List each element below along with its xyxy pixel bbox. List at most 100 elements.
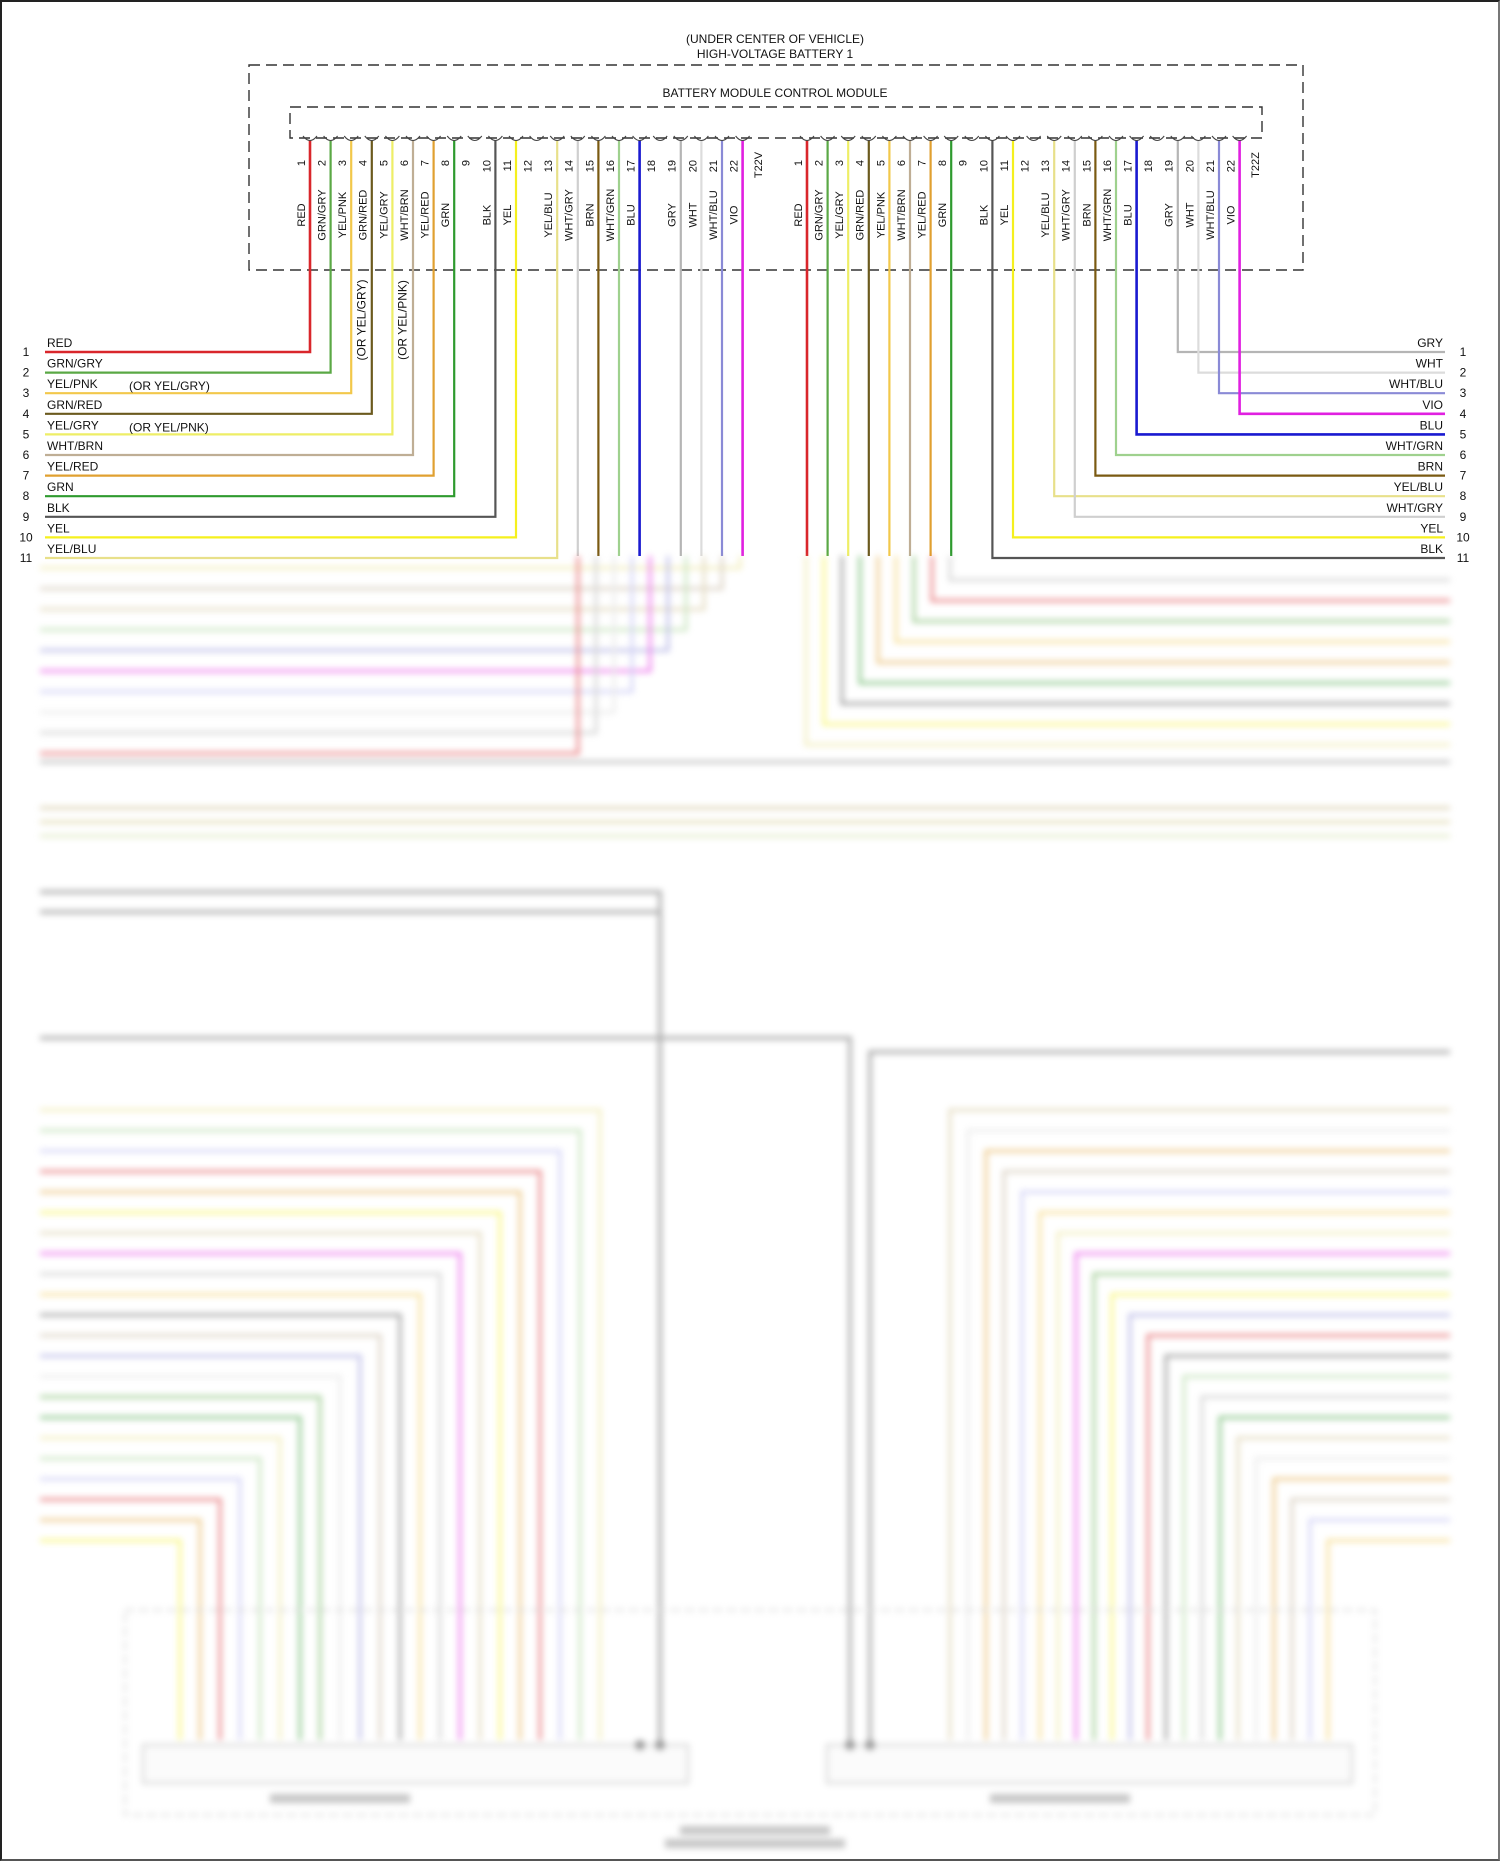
pin-wire-label: YEL/GRY	[378, 191, 390, 239]
pin-number: 20	[1184, 160, 1196, 172]
pin-socket-icon	[323, 135, 339, 142]
pin-socket-icon	[467, 135, 483, 142]
pin-wire-label: BLK	[481, 204, 493, 225]
right-row-wire-label: WHT/GRY	[1387, 501, 1443, 515]
battery-enclosure-outline	[248, 64, 1304, 271]
pin-number: 12	[523, 160, 535, 172]
pin-wire-label: GRN/GRY	[317, 189, 329, 241]
pin-number: 7	[420, 160, 432, 166]
pin-wire-label: WHT/BRN	[399, 189, 411, 240]
pin-number: 15	[1081, 160, 1093, 172]
header: (UNDER CENTER OF VEHICLE) HIGH-VOLTAGE B…	[663, 32, 888, 100]
pin-socket-icon	[652, 135, 668, 142]
pin-number: 18	[646, 160, 658, 172]
right-row-wire-label: YEL	[1420, 521, 1443, 535]
pin-socket-icon	[1067, 135, 1083, 142]
wire-left-row	[45, 140, 394, 436]
pin-socket-icon	[1211, 135, 1227, 142]
wire-left-row	[45, 140, 332, 374]
pin-wire-label: VIO	[1226, 205, 1238, 224]
pin-wire-label: RED	[793, 203, 805, 226]
right-row-number: 9	[1460, 510, 1467, 524]
right-row-wire-label: BLK	[1420, 542, 1443, 556]
pin-socket-icon	[840, 135, 856, 142]
pin-socket-icon	[964, 135, 980, 142]
right-row-wire-label: WHT/BLU	[1389, 377, 1443, 391]
pin-wire-label: YEL/RED	[420, 191, 432, 238]
pin-wire-label: YEL/GRY	[834, 191, 846, 239]
pin-number: 8	[440, 160, 452, 166]
alternate-pin-note: (OR YEL/GRY)	[354, 280, 368, 361]
right-row-number: 1	[1460, 345, 1467, 359]
pin-wire-label: YEL/PNK	[875, 191, 887, 238]
right-row-number: 7	[1460, 469, 1467, 483]
wire-right-row	[1238, 140, 1445, 416]
left-row-number: 9	[23, 510, 30, 524]
left-row-number: 7	[23, 469, 30, 483]
wire-left-row	[45, 140, 497, 518]
pin-number: 19	[667, 160, 679, 172]
wire-right-row	[1114, 140, 1445, 457]
wire-right-row	[1176, 140, 1445, 354]
pin-wire-label: GRN/RED	[358, 190, 370, 241]
pin-socket-icon	[1149, 135, 1165, 142]
pin-number: 4	[855, 160, 867, 166]
pin-wire-label: WHT/BRN	[896, 189, 908, 240]
wire-left-row	[45, 140, 456, 498]
pin-wire-label: GRY	[667, 203, 679, 227]
pin-number: 3	[337, 160, 349, 166]
left-row-wire-label: YEL/BLU	[47, 542, 96, 556]
wire-left-row	[45, 140, 373, 415]
pin-wire-label: BLK	[978, 204, 990, 225]
pin-wire-label: WHT/BLU	[708, 190, 720, 240]
pin-socket-icon	[302, 135, 318, 142]
pin-wire-label: GRY	[1164, 203, 1176, 227]
pin-socket-icon	[693, 135, 709, 142]
pin-wire-label: GRN	[440, 203, 452, 228]
left-row-number: 1	[23, 345, 30, 359]
pin-number: 10	[481, 160, 493, 172]
wire-right-row	[1217, 140, 1445, 395]
pin-wire-label: YEL	[502, 205, 514, 226]
pin-number: 20	[687, 160, 699, 172]
wire-left-row	[45, 140, 518, 539]
left-row-wire-label: RED	[47, 336, 73, 350]
left-row-number: 8	[23, 489, 30, 503]
pin-socket-icon	[984, 135, 1000, 142]
pin-wire-label: BRN	[1081, 203, 1093, 226]
left-row-number: 11	[20, 551, 33, 565]
pin-number: 5	[378, 160, 390, 166]
pin-number: 16	[605, 160, 617, 172]
wire-right-row	[1135, 140, 1445, 436]
pin-number: 15	[584, 160, 596, 172]
right-row-wire-label: WHT/GRN	[1386, 439, 1443, 453]
pin-wire-label: VIO	[729, 205, 741, 224]
pin-socket-icon	[799, 135, 815, 142]
pin-number: 10	[978, 160, 990, 172]
pin-socket-icon	[923, 135, 939, 142]
pin-number: 14	[1061, 160, 1073, 172]
pin-number: 11	[999, 160, 1011, 171]
wire-right-row	[1094, 140, 1445, 477]
right-row-wire-label: VIO	[1422, 398, 1443, 412]
alternate-color-note: (OR YEL/PNK)	[129, 420, 209, 434]
location-label: (UNDER CENTER OF VEHICLE)	[686, 32, 864, 46]
pin-number: 1	[296, 160, 308, 166]
pin-number: 8	[937, 160, 949, 166]
pin-number: 17	[626, 160, 638, 172]
left-row-wire-label: GRN	[47, 480, 74, 494]
pin-wire-label: YEL/BLU	[543, 192, 555, 237]
pin-wire-label: BLU	[1123, 204, 1135, 225]
pin-number: 22	[1226, 160, 1238, 172]
pin-socket-icon	[735, 135, 751, 142]
left-row-wire-label: WHT/BRN	[47, 439, 103, 453]
left-row-number: 6	[23, 448, 30, 462]
pin-number: 3	[834, 160, 846, 166]
pin-number: 16	[1102, 160, 1114, 172]
pin-socket-icon	[1129, 135, 1145, 142]
alternate-pin-note: (OR YEL/PNK)	[396, 280, 410, 360]
right-row-number: 11	[1457, 551, 1470, 565]
pin-wire-label: RED	[296, 203, 308, 226]
pin-socket-icon	[611, 135, 627, 142]
wire-left-row	[45, 140, 415, 457]
